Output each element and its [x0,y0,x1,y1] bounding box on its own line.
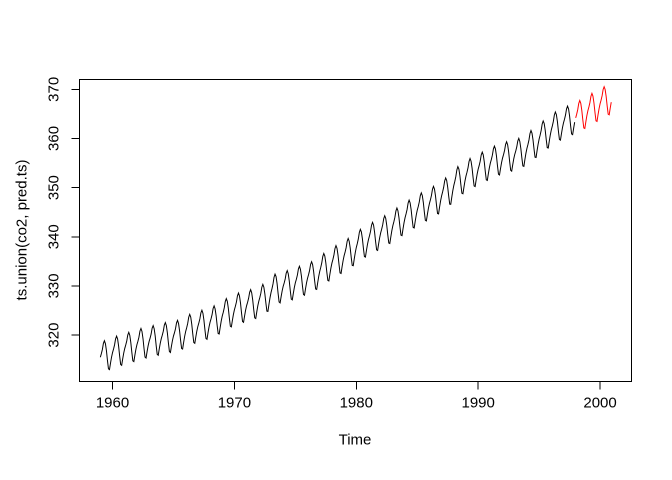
y-tick-label: 320 [46,323,63,348]
observed-series-line [99,104,576,371]
y-tick-label: 330 [46,273,63,298]
x-tick-label: 1980 [340,395,373,412]
x-tick-label: 1970 [218,395,251,412]
y-tick-label: 360 [46,126,63,151]
forecast-series-line [575,85,612,130]
plot-box [79,79,632,382]
y-tick-label: 350 [46,175,63,200]
x-axis-label: Time [338,431,372,449]
x-tick-label: 1990 [461,395,494,412]
y-tick-label: 340 [46,224,63,249]
x-tick-label: 1960 [96,395,129,412]
y-tick-label: 370 [46,77,63,102]
y-axis-label: ts.union(co2, pred.ts) [13,159,31,301]
x-tick-label: 2000 [583,395,616,412]
